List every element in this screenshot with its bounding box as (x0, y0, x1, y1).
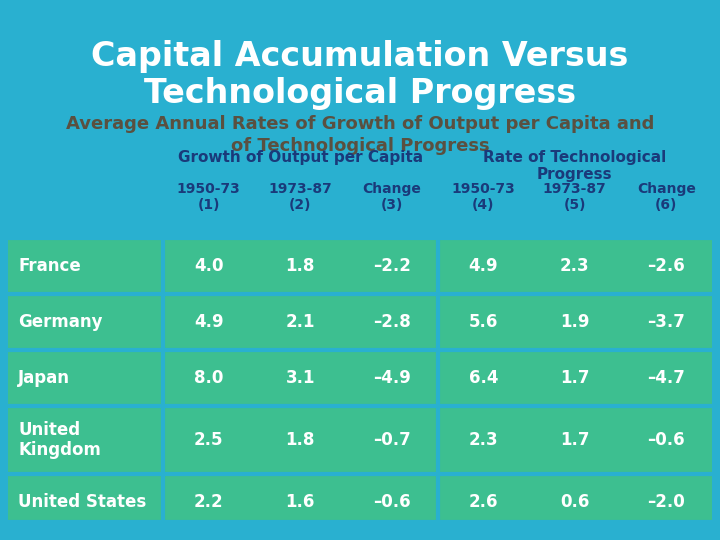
Text: –4.7: –4.7 (647, 369, 685, 387)
Text: 2.5: 2.5 (194, 431, 223, 449)
Text: 2.3: 2.3 (560, 257, 590, 275)
Text: –2.6: –2.6 (647, 257, 685, 275)
Text: 1973-87
(5): 1973-87 (5) (543, 182, 607, 212)
Text: 3.1: 3.1 (286, 369, 315, 387)
Text: 1950-73
(4): 1950-73 (4) (451, 182, 515, 212)
Text: 2.1: 2.1 (286, 313, 315, 331)
Text: Japan: Japan (18, 369, 70, 387)
Text: Technological Progress: Technological Progress (144, 77, 576, 110)
Text: 1.8: 1.8 (286, 431, 315, 449)
Text: Growth of Output per Capita: Growth of Output per Capita (178, 150, 423, 165)
Text: 1.9: 1.9 (560, 313, 590, 331)
Text: –2.8: –2.8 (373, 313, 410, 331)
Text: United States: United States (18, 493, 146, 511)
FancyBboxPatch shape (8, 238, 712, 522)
Text: of Technological Progress: of Technological Progress (230, 137, 490, 155)
Text: 1.7: 1.7 (560, 369, 590, 387)
Text: 2.6: 2.6 (469, 493, 498, 511)
Text: 1.6: 1.6 (286, 493, 315, 511)
Text: 8.0: 8.0 (194, 369, 223, 387)
Text: –0.6: –0.6 (373, 493, 410, 511)
Text: 4.9: 4.9 (194, 313, 224, 331)
Text: 1.7: 1.7 (560, 431, 590, 449)
Text: 2.3: 2.3 (469, 431, 498, 449)
Text: Change
(3): Change (3) (362, 182, 421, 212)
Text: 4.0: 4.0 (194, 257, 223, 275)
Text: 2.2: 2.2 (194, 493, 224, 511)
Text: France: France (18, 257, 81, 275)
Text: United
Kingdom: United Kingdom (18, 421, 101, 460)
Text: Germany: Germany (18, 313, 102, 331)
Text: Rate of Technological
Progress: Rate of Technological Progress (483, 150, 667, 183)
Text: 1950-73
(1): 1950-73 (1) (177, 182, 240, 212)
Text: –4.9: –4.9 (373, 369, 410, 387)
Text: 6.4: 6.4 (469, 369, 498, 387)
Text: 1.8: 1.8 (286, 257, 315, 275)
Text: Average Annual Rates of Growth of Output per Capita and: Average Annual Rates of Growth of Output… (66, 115, 654, 133)
Text: –3.7: –3.7 (647, 313, 685, 331)
Text: Change
(6): Change (6) (636, 182, 696, 212)
Text: 0.6: 0.6 (560, 493, 590, 511)
Text: 1973-87
(2): 1973-87 (2) (269, 182, 332, 212)
Text: –0.7: –0.7 (373, 431, 410, 449)
Text: –0.6: –0.6 (647, 431, 685, 449)
Text: –2.2: –2.2 (373, 257, 410, 275)
Text: –2.0: –2.0 (647, 493, 685, 511)
Text: 4.9: 4.9 (469, 257, 498, 275)
Text: 5.6: 5.6 (469, 313, 498, 331)
Text: Capital Accumulation Versus: Capital Accumulation Versus (91, 40, 629, 73)
